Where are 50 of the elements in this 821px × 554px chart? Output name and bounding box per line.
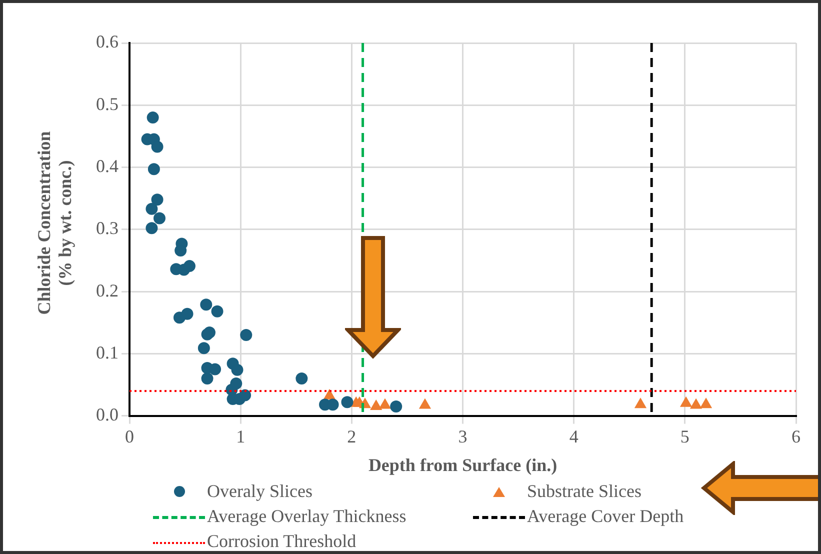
y-tick-label: 0.3 [96, 218, 118, 238]
x-tick-label: 0 [125, 426, 134, 446]
point [211, 305, 224, 318]
point [200, 298, 212, 311]
y-tick-label: 0.2 [96, 280, 118, 300]
x-tick-label: 3 [458, 426, 468, 446]
point [379, 398, 391, 409]
legend-label: Substrate Slices [527, 481, 642, 501]
point [146, 202, 158, 215]
x-tick-label: 5 [680, 426, 690, 446]
point [634, 398, 646, 408]
point [239, 389, 252, 402]
legend-label: Corrosion Threshold [207, 531, 356, 551]
point [690, 398, 702, 409]
point [296, 372, 308, 385]
legend-label: Overaly Slices [207, 481, 312, 501]
x-tick-label: 6 [792, 426, 800, 446]
y-tick-label: 0.4 [96, 156, 118, 176]
point [341, 396, 354, 408]
point [174, 244, 187, 257]
point [198, 342, 210, 354]
legend-label: Average Cover Depth [527, 506, 684, 526]
y-axis-title: Chloride Concentration (% by wt. conc.) [34, 131, 76, 315]
y-tick-label: 0.0 [96, 404, 118, 425]
x-tick-label: 4 [569, 426, 578, 446]
x-axis-title: Depth from Surface (in.) [368, 454, 558, 475]
point [146, 112, 159, 124]
x-tick-label: 2 [347, 426, 356, 446]
x-tick-label: 1 [236, 426, 246, 446]
point [700, 398, 712, 408]
point [201, 372, 214, 385]
point [230, 377, 242, 390]
point [148, 163, 160, 176]
point [181, 308, 194, 320]
point [390, 400, 402, 412]
y-tick-label: 0.6 [96, 32, 118, 52]
point [153, 212, 166, 224]
point [151, 194, 164, 206]
point [419, 398, 431, 409]
point [680, 396, 692, 407]
point [183, 260, 196, 272]
y-tick-label: 0.1 [96, 342, 118, 362]
point [370, 400, 382, 410]
y-tick-label: 0.5 [96, 94, 118, 114]
point [240, 329, 252, 342]
legend-label: Average Overlay Thickness [207, 506, 406, 526]
point [209, 363, 222, 376]
point [231, 364, 244, 376]
point [151, 140, 164, 153]
point [146, 222, 158, 234]
